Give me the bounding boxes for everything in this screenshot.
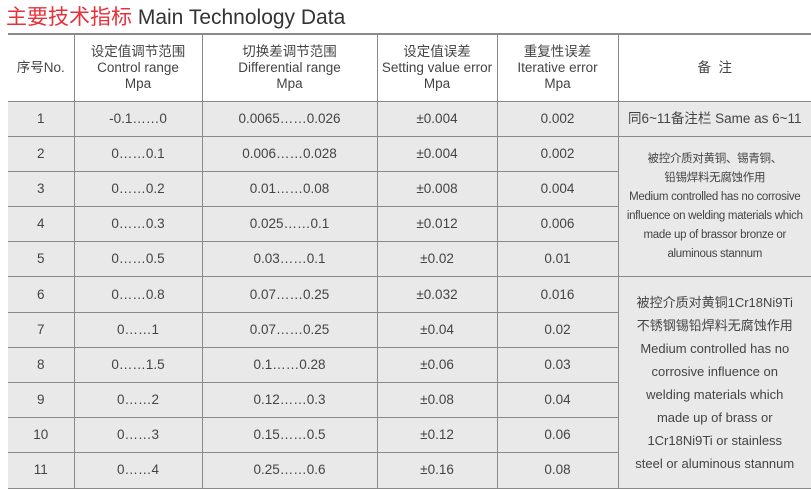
table-row: 6 0……0.8 0.07……0.25 ±0.032 0.016 被控介质对黄铜1Cr18… [8, 276, 811, 489]
remark-line: Medium controlled has no corrosive [629, 190, 801, 203]
cell-iterative-error: 0.08 [496, 452, 618, 489]
cell-differential-range: 0.01……0.08 [201, 170, 378, 208]
cell-differential-range: 0.03……0.1 [201, 241, 378, 278]
header-line: Mpa [423, 75, 451, 91]
cell-remarks: 被控介质对黄铜、锡青铜、 铅锡焊料无腐蚀作用 Medium controlled h… [617, 135, 811, 278]
header-line: Mpa [544, 75, 571, 91]
cell-control-range: 0……0.5 [73, 241, 203, 278]
cell-control-range: 0……1 [73, 311, 203, 348]
header-remarks: 备 注 [617, 33, 811, 102]
cell-no: 1 [8, 100, 75, 137]
cell-control-range: 0……4 [73, 452, 203, 489]
remark-line: made up of brass or [656, 409, 773, 425]
header-differential-range: 切换差调节范围 Differential range Mpa [201, 33, 378, 102]
header-line: Iterative error [517, 59, 598, 75]
header-line: Mpa [124, 75, 152, 91]
header-iterative-error: 重复性误差 Iterative error Mpa [496, 33, 619, 102]
cell-control-range: 0……3 [73, 417, 203, 454]
cell-iterative-error: 0.004 [496, 170, 618, 208]
cell-setting-error: ±0.004 [376, 135, 498, 172]
cell-iterative-error: 0.002 [496, 100, 619, 137]
table-header-row: 序号No. 设定值调节范围 Control range Mpa 切换差调节范围 Dif… [8, 33, 811, 102]
cell-no: 7 [8, 311, 75, 348]
cell-differential-range: 0.07……0.25 [201, 311, 378, 348]
header-line: 设定值调节范围 [90, 43, 186, 59]
header-control-range: 设定值调节范围 Control range Mpa [73, 33, 203, 102]
remark-line: aluminous stannum [667, 247, 763, 260]
cell-control-range: 0……0.2 [73, 170, 203, 208]
cell-differential-range: 0.07……0.25 [201, 276, 378, 313]
cell-no: 2 [8, 135, 75, 172]
cell-setting-error: ±0.08 [376, 381, 498, 419]
remark-line: made up of brassor bronze or [643, 228, 787, 241]
cell-setting-error: ±0.012 [376, 206, 498, 243]
title-cn: 主要技术指标 [6, 6, 132, 29]
remark-line: welding materials which [646, 386, 784, 402]
cell-iterative-error: 0.04 [496, 381, 618, 419]
cell-control-range: 0……0.3 [73, 206, 203, 243]
cell-setting-error: ±0.02 [376, 241, 498, 278]
header-line: 切换差调节范围 [242, 43, 337, 59]
header-line: Differential range [238, 59, 341, 75]
remark-line: 被控介质对黄铜、锡青铜、 [647, 152, 783, 165]
cell-control-range: 0……0.8 [73, 276, 203, 313]
cell-setting-error: ±0.032 [376, 276, 498, 313]
remark-line: corrosive influence on [651, 363, 778, 379]
header-line: Control range [97, 59, 179, 75]
cell-no: 11 [8, 452, 75, 489]
cell-iterative-error: 0.02 [496, 311, 618, 348]
cell-no: 10 [8, 417, 75, 454]
cell-control-range: 0……0.1 [73, 135, 203, 172]
technology-data-table: 序号No. 设定值调节范围 Control range Mpa 切换差调节范围 Dif… [8, 33, 811, 489]
cell-no: 8 [8, 346, 75, 384]
header-line: 重复性误差 [523, 43, 592, 59]
cell-remarks: 同6~11备注栏 Same as 6~11 [617, 100, 811, 137]
remark-line: 被控介质对黄铜1Cr18Ni9Ti [636, 294, 793, 310]
title-en: Main Technology Data [137, 6, 346, 29]
cell-differential-range: 0.0065……0.026 [201, 100, 378, 137]
page-title: 主要技术指标 Main Technology Data [6, 1, 345, 31]
cell-iterative-error: 0.01 [496, 241, 618, 278]
cell-differential-range: 0.25……0.6 [201, 452, 378, 489]
remark-line: influence on welding materials which [626, 209, 803, 222]
cell-differential-range: 0.025……0.1 [201, 206, 378, 243]
cell-setting-error: ±0.008 [376, 170, 498, 208]
cell-iterative-error: 0.016 [496, 276, 619, 313]
cell-no: 4 [8, 206, 75, 243]
cell-setting-error: ±0.16 [376, 452, 498, 489]
cell-setting-error: ±0.004 [376, 100, 498, 137]
cell-differential-range: 0.15……0.5 [201, 417, 378, 454]
remark-line: 不锈钢锡铅焊料无腐蚀作用 [636, 317, 793, 333]
header-setting-value-error: 设定值误差 Setting value error Mpa [376, 33, 498, 102]
cell-setting-error: ±0.04 [376, 311, 498, 348]
cell-iterative-error: 0.06 [496, 417, 618, 454]
remark-line: 1Cr18Ni9Ti or stainless [647, 432, 783, 448]
cell-remarks: 被控介质对黄铜1Cr18Ni9Ti 不锈钢锡铅焊料无腐蚀作用 Medium cont… [617, 276, 811, 489]
cell-differential-range: 0.1……0.28 [201, 346, 378, 384]
table-row: 1 -0.1……0 0.0065……0.026 ±0.004 0.002 同6~11备注栏… [8, 100, 811, 137]
cell-iterative-error: 0.006 [496, 206, 618, 243]
cell-control-range: 0……1.5 [73, 346, 203, 384]
header-no: 序号No. [8, 33, 75, 102]
cell-no: 9 [8, 381, 75, 419]
table-row: 2 0……0.1 0.006……0.028 ±0.004 0.002 被控介质对黄铜、锡青… [8, 135, 811, 278]
remark-line: steel or aluminous stannum [635, 455, 795, 471]
cell-no: 3 [8, 170, 75, 208]
cell-control-range: -0.1……0 [73, 100, 203, 137]
cell-setting-error: ±0.06 [376, 346, 498, 384]
header-line: Mpa [276, 75, 303, 91]
cell-setting-error: ±0.12 [376, 417, 498, 454]
remark-line: Medium controlled has no [640, 340, 790, 356]
header-line: Setting value error [381, 59, 493, 75]
cell-control-range: 0……2 [73, 381, 203, 419]
cell-differential-range: 0.12……0.3 [201, 381, 378, 419]
header-line: 设定值误差 [403, 43, 471, 59]
cell-iterative-error: 0.03 [496, 346, 618, 384]
cell-no: 5 [8, 241, 75, 278]
cell-no: 6 [8, 276, 75, 313]
cell-differential-range: 0.006……0.028 [201, 135, 378, 172]
cell-iterative-error: 0.002 [496, 135, 619, 172]
remark-line: 铅锡焊料无腐蚀作用 [664, 171, 766, 184]
